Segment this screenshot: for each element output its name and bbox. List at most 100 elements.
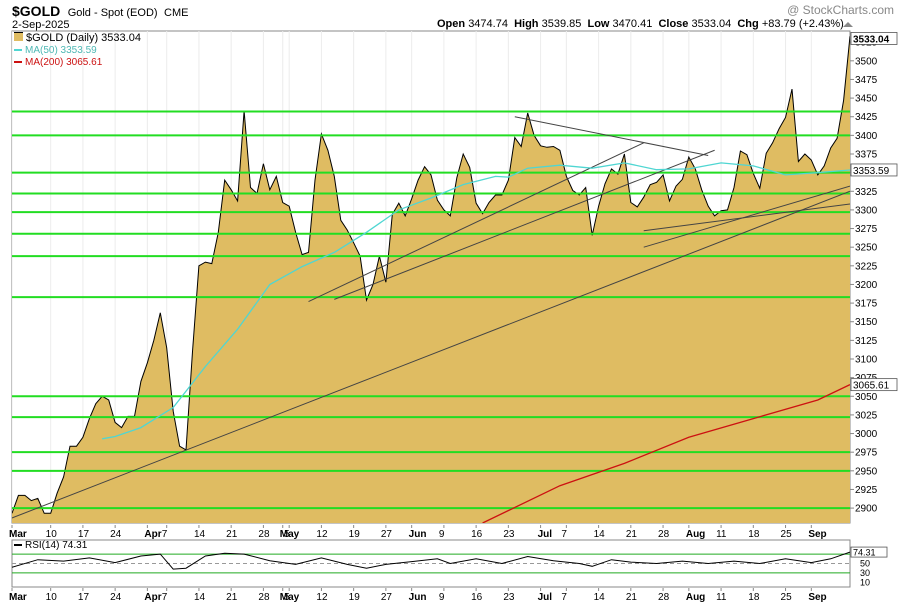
x-tick-label: 18 xyxy=(748,592,760,603)
ma200-tag-box xyxy=(850,378,898,392)
rsi-value-tag-text: 74.31 xyxy=(853,548,876,558)
y-tick-label: 3250 xyxy=(855,243,878,254)
moving-averages xyxy=(102,162,850,523)
x-tick-label: 12 xyxy=(316,529,328,540)
rsi-swatch-icon xyxy=(14,544,22,547)
x-tick-label: 19 xyxy=(349,529,361,540)
chg-value: +83.79 (+2.43%) xyxy=(761,18,844,30)
x-tick-label: 17 xyxy=(78,529,90,540)
ma200-tag-text: 3065.61 xyxy=(853,381,890,392)
x-tick-label: Jun xyxy=(409,529,427,540)
ma50-tag-text: 3353.59 xyxy=(853,166,890,177)
ma200-swatch-icon xyxy=(14,61,22,64)
x-tick-label: Aug xyxy=(686,592,705,603)
y-tick-label: 3100 xyxy=(855,355,878,366)
x-tick-label: 21 xyxy=(626,592,638,603)
x-tick-label: 27 xyxy=(381,529,393,540)
x-tick-label: Apr xyxy=(144,592,161,603)
legend-price-label: $GOLD (Daily) 3533.04 xyxy=(26,32,141,44)
y-tick-label: 3175 xyxy=(855,299,878,310)
x-tick-label: May xyxy=(280,529,300,540)
x-tick-label: 7 xyxy=(561,529,567,540)
ma200-line xyxy=(482,384,850,523)
y-tick-label: 3475 xyxy=(855,75,878,86)
x-tick-label: 9 xyxy=(439,592,445,603)
rsi-y-axis: 7050301074.31 xyxy=(850,546,888,587)
legend-ma50: MA(50) 3353.59 xyxy=(14,45,141,57)
x-tick-label: 25 xyxy=(781,592,793,603)
stockcharts-watermark: @ StockCharts.com xyxy=(787,3,894,17)
y-tick-label: 2950 xyxy=(855,466,878,477)
y-tick-label: 3050 xyxy=(855,392,878,403)
low-label: Low xyxy=(587,18,610,30)
x-tick-label: 7 xyxy=(162,592,168,603)
legend-price: $GOLD (Daily) 3533.04 xyxy=(14,32,141,45)
collapse-chevron-icon[interactable] xyxy=(843,21,853,29)
x-tick-label: 11 xyxy=(716,529,727,540)
price-area-fill xyxy=(12,36,850,523)
y-tick-label: 3425 xyxy=(855,112,878,123)
rsi-legend: RSI(14) 74.31 xyxy=(14,540,87,551)
rsi-label: RSI(14) 74.31 xyxy=(25,540,88,551)
price-area xyxy=(12,36,850,523)
x-tick-label: 7 xyxy=(162,529,168,540)
x-tick-label: Sep xyxy=(808,592,826,603)
y-tick-label: 3450 xyxy=(855,94,878,105)
legend-ma200-label: MA(200) 3065.61 xyxy=(25,57,103,68)
x-tick-label: 10 xyxy=(46,592,58,603)
x-tick-label: 19 xyxy=(349,592,361,603)
x-tick-label: 14 xyxy=(594,529,606,540)
y-tick-label: 2900 xyxy=(855,504,878,515)
ohlc-summary: Open 3474.74 High 3539.85 Low 3470.41 Cl… xyxy=(437,18,844,30)
close-tag-text: 3533.04 xyxy=(853,34,890,45)
x-tick-label: 28 xyxy=(258,592,270,603)
x-tick-label: 14 xyxy=(594,592,606,603)
y-tick-label: 3275 xyxy=(855,224,878,235)
rsi-plot xyxy=(12,551,850,574)
x-tick-label: 27 xyxy=(381,592,393,603)
x-tick-label: 5 xyxy=(284,592,290,603)
x-tick-label: Aug xyxy=(686,529,705,540)
trendline xyxy=(334,149,715,300)
support-resistance-lines xyxy=(12,110,850,510)
chart-title: $GOLD Gold - Spot (EOD) CME xyxy=(12,3,188,21)
exchange-label: CME xyxy=(164,7,189,19)
ma50-tag-box xyxy=(850,163,898,177)
rsi-line xyxy=(12,551,850,570)
y-tick-label: 3000 xyxy=(855,429,878,440)
y-tick-label: 3225 xyxy=(855,261,878,272)
rsi-panel: 7050301074.31 xyxy=(11,539,888,588)
trendlines xyxy=(12,116,850,519)
x-tick-label: Jul xyxy=(538,529,553,540)
x-tick-label: 17 xyxy=(78,592,90,603)
x-tick-label: 9 xyxy=(439,529,445,540)
trendline xyxy=(643,185,850,248)
x-tick-label: 10 xyxy=(46,529,58,540)
x-tick-label: 18 xyxy=(748,529,760,540)
close-value: 3533.04 xyxy=(691,18,732,30)
x-tick-label: Mar xyxy=(9,592,27,603)
chg-label: Chg xyxy=(737,18,759,30)
trendline xyxy=(514,116,709,156)
close-tag-box xyxy=(850,32,898,45)
open-value: 3474.74 xyxy=(468,18,508,30)
y-tick-label: 3200 xyxy=(855,280,878,291)
y-tick-label: 3125 xyxy=(855,336,878,347)
x-tick-label: 23 xyxy=(503,529,515,540)
symbol-label: $GOLD xyxy=(12,3,61,19)
y-tick-label: 3025 xyxy=(855,410,878,421)
x-tick-label: 28 xyxy=(658,592,670,603)
high-label: High xyxy=(514,18,539,30)
x-tick-label: 25 xyxy=(781,529,793,540)
legend: $GOLD (Daily) 3533.04 MA(50) 3353.59 MA(… xyxy=(14,32,141,69)
rsi-tick-label: 10 xyxy=(860,577,870,587)
price-line xyxy=(12,36,850,514)
x-tick-label: Mar xyxy=(9,529,27,540)
y-tick-label: 3400 xyxy=(855,131,878,142)
x-tick-label: 24 xyxy=(110,592,122,603)
x-tick-label: 21 xyxy=(626,529,638,540)
y-tick-label: 3500 xyxy=(855,56,878,67)
